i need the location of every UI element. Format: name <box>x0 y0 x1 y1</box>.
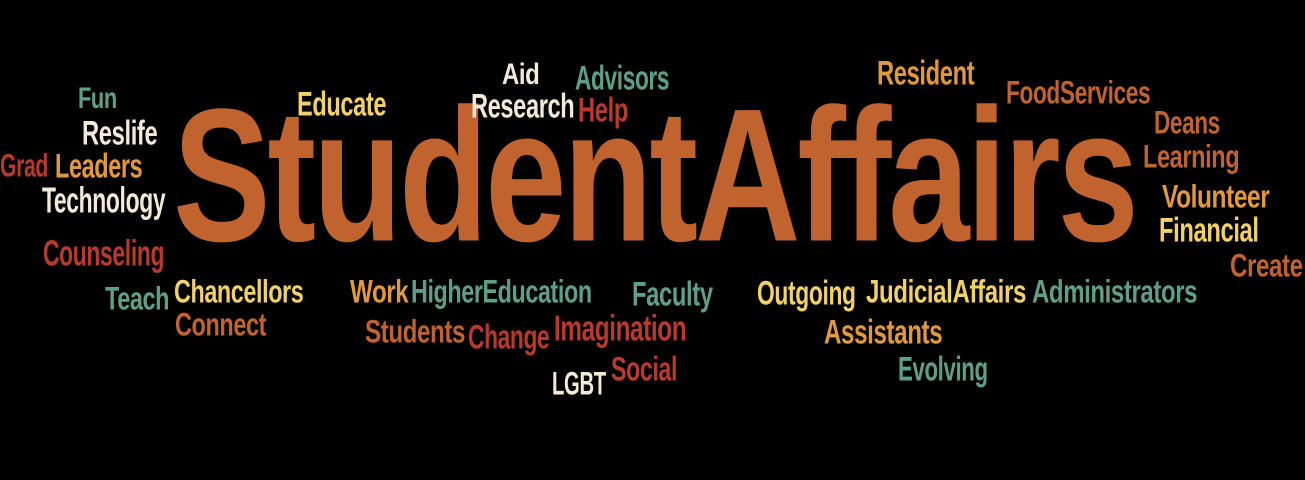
word-faculty: Faculty <box>632 274 713 314</box>
word-fun: Fun <box>78 81 117 116</box>
word-students: Students <box>365 313 466 351</box>
word-higher-education: HigherEducation <box>411 273 592 311</box>
word-grad: Grad <box>0 147 48 185</box>
word-research: Research <box>471 86 575 126</box>
word-lgbt: LGBT <box>552 365 606 403</box>
word-volunteer: Volunteer <box>1162 178 1270 216</box>
word-create: Create <box>1230 247 1303 285</box>
word-teach: Teach <box>105 280 170 318</box>
word-counseling: Counseling <box>43 233 165 275</box>
word-technology: Technology <box>42 180 166 222</box>
word-aid: Aid <box>502 57 540 92</box>
word-work: Work <box>350 273 409 311</box>
word-chancellors: Chancellors <box>174 273 304 311</box>
word-food-services: FoodServices <box>1006 74 1151 112</box>
word-student-affairs: StudentAffairs <box>173 70 1139 282</box>
word-evolving: Evolving <box>898 349 988 389</box>
word-leaders: Leaders <box>55 146 143 186</box>
word-deans: Deans <box>1154 104 1220 142</box>
word-reslife: Reslife <box>82 113 158 153</box>
word-resident: Resident <box>877 53 975 93</box>
word-financial: Financial <box>1159 210 1259 250</box>
word-advisors: Advisors <box>575 58 670 98</box>
word-administrators: Administrators <box>1032 273 1198 311</box>
word-help: Help <box>578 90 628 130</box>
word-judicial-affairs: JudicialAffairs <box>866 273 1026 311</box>
word-social: Social <box>611 349 678 389</box>
word-learning: Learning <box>1143 138 1240 176</box>
word-imagination: Imagination <box>554 308 687 350</box>
word-outgoing: Outgoing <box>757 273 856 313</box>
word-educate: Educate <box>297 84 387 124</box>
word-connect: Connect <box>175 306 267 344</box>
word-assistants: Assistants <box>824 312 943 352</box>
word-change: Change <box>468 317 550 357</box>
